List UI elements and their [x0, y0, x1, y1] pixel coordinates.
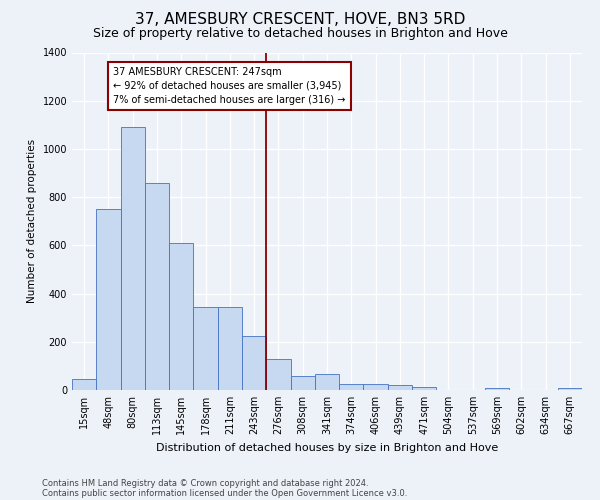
- Text: 37, AMESBURY CRESCENT, HOVE, BN3 5RD: 37, AMESBURY CRESCENT, HOVE, BN3 5RD: [135, 12, 465, 28]
- Bar: [364, 384, 388, 390]
- Y-axis label: Number of detached properties: Number of detached properties: [27, 139, 37, 304]
- Bar: [193, 307, 218, 390]
- Bar: [388, 385, 412, 390]
- Bar: [485, 388, 509, 390]
- Bar: [169, 243, 193, 390]
- Bar: [339, 384, 364, 390]
- Bar: [96, 209, 121, 390]
- Bar: [242, 336, 266, 390]
- Bar: [121, 127, 145, 390]
- Text: Contains public sector information licensed under the Open Government Licence v3: Contains public sector information licen…: [42, 488, 407, 498]
- Bar: [72, 378, 96, 390]
- Bar: [266, 358, 290, 390]
- Text: Size of property relative to detached houses in Brighton and Hove: Size of property relative to detached ho…: [92, 28, 508, 40]
- Text: Contains HM Land Registry data © Crown copyright and database right 2024.: Contains HM Land Registry data © Crown c…: [42, 478, 368, 488]
- Bar: [145, 182, 169, 390]
- Text: 37 AMESBURY CRESCENT: 247sqm
← 92% of detached houses are smaller (3,945)
7% of : 37 AMESBURY CRESCENT: 247sqm ← 92% of de…: [113, 67, 346, 105]
- Bar: [315, 374, 339, 390]
- Bar: [290, 376, 315, 390]
- X-axis label: Distribution of detached houses by size in Brighton and Hove: Distribution of detached houses by size …: [156, 442, 498, 452]
- Bar: [558, 388, 582, 390]
- Bar: [218, 307, 242, 390]
- Bar: [412, 386, 436, 390]
